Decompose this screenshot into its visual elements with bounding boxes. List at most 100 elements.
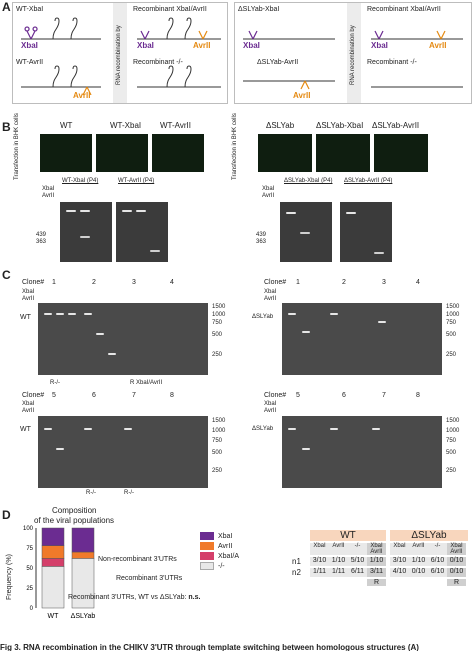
clone-r3: 3 (382, 279, 386, 286)
d-title-2: of the viral populations (34, 516, 115, 525)
micrograph-wt-xbai (96, 134, 148, 172)
d-title-1: Composition (52, 506, 97, 515)
legend-item-xbai: XbaI (200, 532, 239, 540)
row-xbai-b-right: XbaI (262, 186, 275, 192)
avrii-tag-4: AvrII (429, 41, 447, 50)
x-category-label: ΔSLYab (71, 613, 96, 620)
ladder-500-tl: 500 (212, 332, 223, 338)
dslyab-marker-top: ΔSLYab (252, 314, 274, 320)
xbai-tag-3: XbaI (243, 41, 260, 50)
ladder-500-bl: 500 (212, 450, 223, 456)
text-ns: n.s. (188, 594, 201, 601)
legend-item-avrii: AvrII (200, 542, 239, 550)
gel-title-wt-xbai: WT-XbaI (P4) (62, 178, 99, 184)
micrograph-wt-avrii (152, 134, 204, 172)
clone-label-c-right: Clone# (264, 279, 287, 286)
ladder-250-bl: 250 (212, 468, 223, 474)
ladder-750-tr: 750 (446, 320, 457, 326)
recombination-arrow (113, 3, 127, 103)
panel-label-c: C (2, 268, 11, 282)
xbai-tag-2: XbaI (137, 41, 154, 50)
bar-segment (41, 566, 65, 609)
ladder-1500-tl: 1500 (212, 304, 226, 310)
size-363-b-r: 363 (256, 239, 267, 245)
label-recombinant-xa-r: Recombinant XbaI/AvrII (367, 6, 441, 13)
ladder-1000-br: 1000 (446, 428, 460, 434)
micro-title-wt: WT (60, 121, 73, 130)
clone-label-c-left: Clone# (22, 279, 45, 286)
label-recombinant-xa: Recombinant XbaI/AvrII (133, 6, 207, 13)
panel-label-a: A (2, 0, 11, 14)
text-rec: Recombinant 3'UTRs (116, 575, 183, 582)
y-tick-label: 0 (30, 606, 34, 612)
ladder-1000-bl: 1000 (212, 428, 226, 434)
label-dslyab-xbai: ΔSLYab-XbaI (238, 6, 280, 13)
size-363-b: 363 (36, 239, 47, 245)
micro-title-dslyab: ΔSLYab (266, 121, 295, 130)
clone-1: 1 (52, 279, 56, 286)
note-r-mm-top: R-/- (50, 380, 60, 386)
micrograph-wt (40, 134, 92, 172)
construct-dslyab-xbai (243, 30, 335, 40)
wt-marker-top: WT (20, 314, 31, 321)
table-head-ds: ΔSLYab (390, 530, 468, 541)
clone-7: 7 (132, 392, 136, 399)
avrii-tag-3: AvrII (293, 91, 311, 100)
xbai-tag-4: XbaI (371, 41, 388, 50)
clone-r1: 1 (296, 279, 300, 286)
label-recombinant-mm: Recombinant -/- (133, 59, 183, 66)
clone-2: 2 (92, 279, 96, 286)
clone-4: 4 (170, 279, 174, 286)
arrow-text-right: RNA recombination by (350, 25, 356, 85)
panel-label-d: D (2, 508, 11, 522)
row-xbai-b-left: XbaI (42, 186, 55, 192)
gel-ds-avrii (340, 202, 392, 262)
ladder-1500-br: 1500 (446, 418, 460, 424)
xbai-label-c-left: XbaI (22, 289, 35, 295)
gel-c-right-bottom (282, 416, 442, 488)
avrii-label-c-right: AvrII (264, 296, 277, 302)
wt-marker-bottom: WT (20, 426, 31, 433)
construct-wt-avrii (21, 65, 101, 95)
construct-recombinant-r (371, 30, 463, 40)
avrii-label-c-left-b: AvrII (22, 408, 35, 414)
ladder-1000-tl: 1000 (212, 312, 226, 318)
x-category-label: WT (48, 613, 60, 620)
text-cmp: Recombinant 3'UTRs, WT vs ΔSLYab: n.s. (68, 594, 201, 601)
clone-label-c-right-b: Clone# (264, 392, 287, 399)
table-head-wt: WT (310, 530, 386, 541)
avrii-tag-2: AvrII (193, 41, 211, 50)
construct-wt-xbai (21, 17, 101, 40)
ladder-250-tl: 250 (212, 352, 223, 358)
table-row: n2 1/11 1/11 6/11 3/11 4/10 0/10 6/10 0/… (292, 568, 468, 577)
size-439-b: 439 (36, 232, 47, 238)
gel-wt-avrii (116, 202, 168, 262)
legend-item-xbai-a: XbaI/A (200, 552, 239, 560)
y-tick-label: 25 (26, 586, 33, 592)
micrograph-dslyab-xbai (316, 134, 370, 172)
construct-recombinant (137, 17, 221, 40)
gel-c-right-top (282, 303, 442, 375)
clone-r6: 6 (342, 392, 346, 399)
clone-r5: 5 (296, 392, 300, 399)
panel-a-left-box: WT-XbaI XbaI WT-AvrII AvrII RNA recombin… (12, 2, 228, 104)
xbai-label-c-left-b: XbaI (22, 401, 35, 407)
arrow-text: RNA recombination by (116, 25, 122, 85)
avrii-tag-1: AvrII (73, 91, 91, 100)
note-r-xa-top: R XbaI/AvrII (130, 380, 163, 386)
micro-title-dslyab-avrii: ΔSLYab-AvrII (372, 121, 420, 130)
clone-8: 8 (170, 392, 174, 399)
recombination-arrow-right (347, 3, 361, 103)
clone-r7: 7 (382, 392, 386, 399)
ladder-1000-tr: 1000 (446, 312, 460, 318)
stacked-bar-chart: 100 75 50 25 0 WT ΔSLYab (23, 526, 96, 620)
ladder-750-tl: 750 (212, 320, 223, 326)
clone-5: 5 (52, 392, 56, 399)
bar-segment (71, 527, 95, 553)
panel-label-b: B (2, 120, 11, 134)
gel-title-wt-avrii: WT-AvrII (P4) (118, 178, 155, 184)
gel-c-left-bottom (38, 416, 208, 488)
bar-segment (41, 558, 65, 567)
ladder-250-br: 250 (446, 468, 457, 474)
